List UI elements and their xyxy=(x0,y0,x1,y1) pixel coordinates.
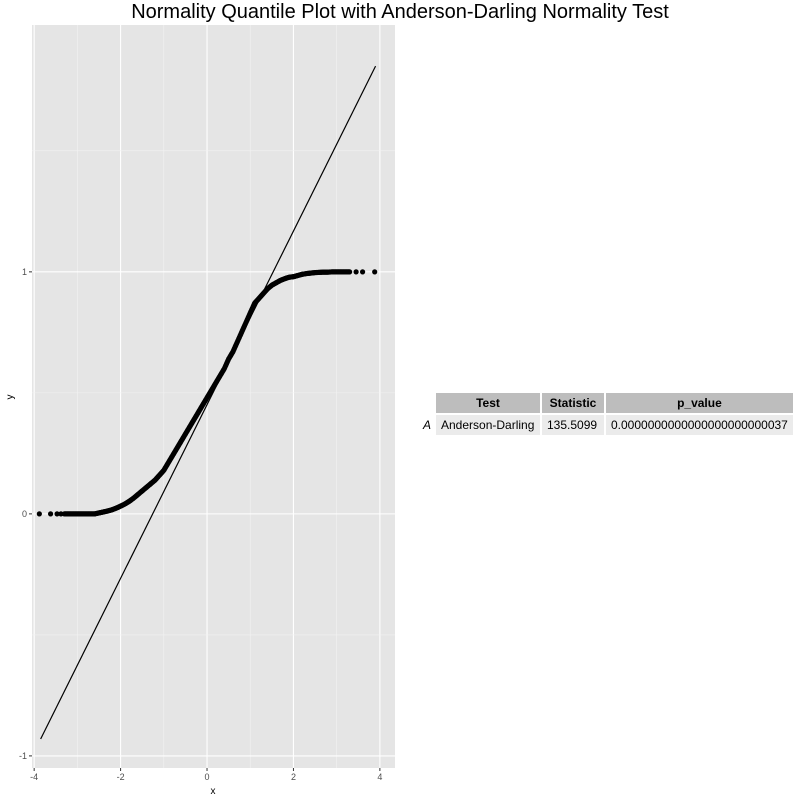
x-tick-label: 2 xyxy=(291,772,296,782)
cell-p-value: 0.0000000000000000000000037 xyxy=(606,415,793,435)
x-tick-label: -2 xyxy=(117,772,125,782)
row-name: A xyxy=(422,415,434,435)
cell-statistic: 135.5099 xyxy=(542,415,604,435)
data-point xyxy=(372,269,378,275)
data-point xyxy=(36,511,42,517)
table-header-row: Test Statistic p_value xyxy=(422,393,793,413)
x-tick-label: 4 xyxy=(377,772,382,782)
data-point xyxy=(359,269,366,275)
data-point xyxy=(47,511,54,517)
table-corner xyxy=(422,393,434,413)
y-tick-label: 1 xyxy=(22,267,27,277)
y-tick-label: 0 xyxy=(22,509,27,519)
x-tick-label: 0 xyxy=(205,772,210,782)
reference-line xyxy=(40,65,377,740)
x-axis-title: x xyxy=(211,786,216,797)
data-points xyxy=(36,269,378,517)
data-point xyxy=(353,269,359,275)
cell-test: Anderson-Darling xyxy=(436,415,540,435)
data-point xyxy=(347,269,353,275)
header-p-value: p_value xyxy=(606,393,793,413)
table-row: A Anderson-Darling 135.5099 0.0000000000… xyxy=(422,415,793,435)
data-point xyxy=(54,511,60,517)
y-axis-title: y xyxy=(5,395,16,400)
header-test: Test xyxy=(436,393,540,413)
chart-title: Normality Quantile Plot with Anderson-Da… xyxy=(131,1,669,23)
x-tick-label: -4 xyxy=(30,772,38,782)
test-result-table: Test Statistic p_value A Anderson-Darlin… xyxy=(420,391,795,437)
header-statistic: Statistic xyxy=(542,393,604,413)
y-tick-label: -1 xyxy=(19,751,27,761)
axis-ticks: -4 -2 0 2 4 -1 0 1 xyxy=(19,267,382,782)
